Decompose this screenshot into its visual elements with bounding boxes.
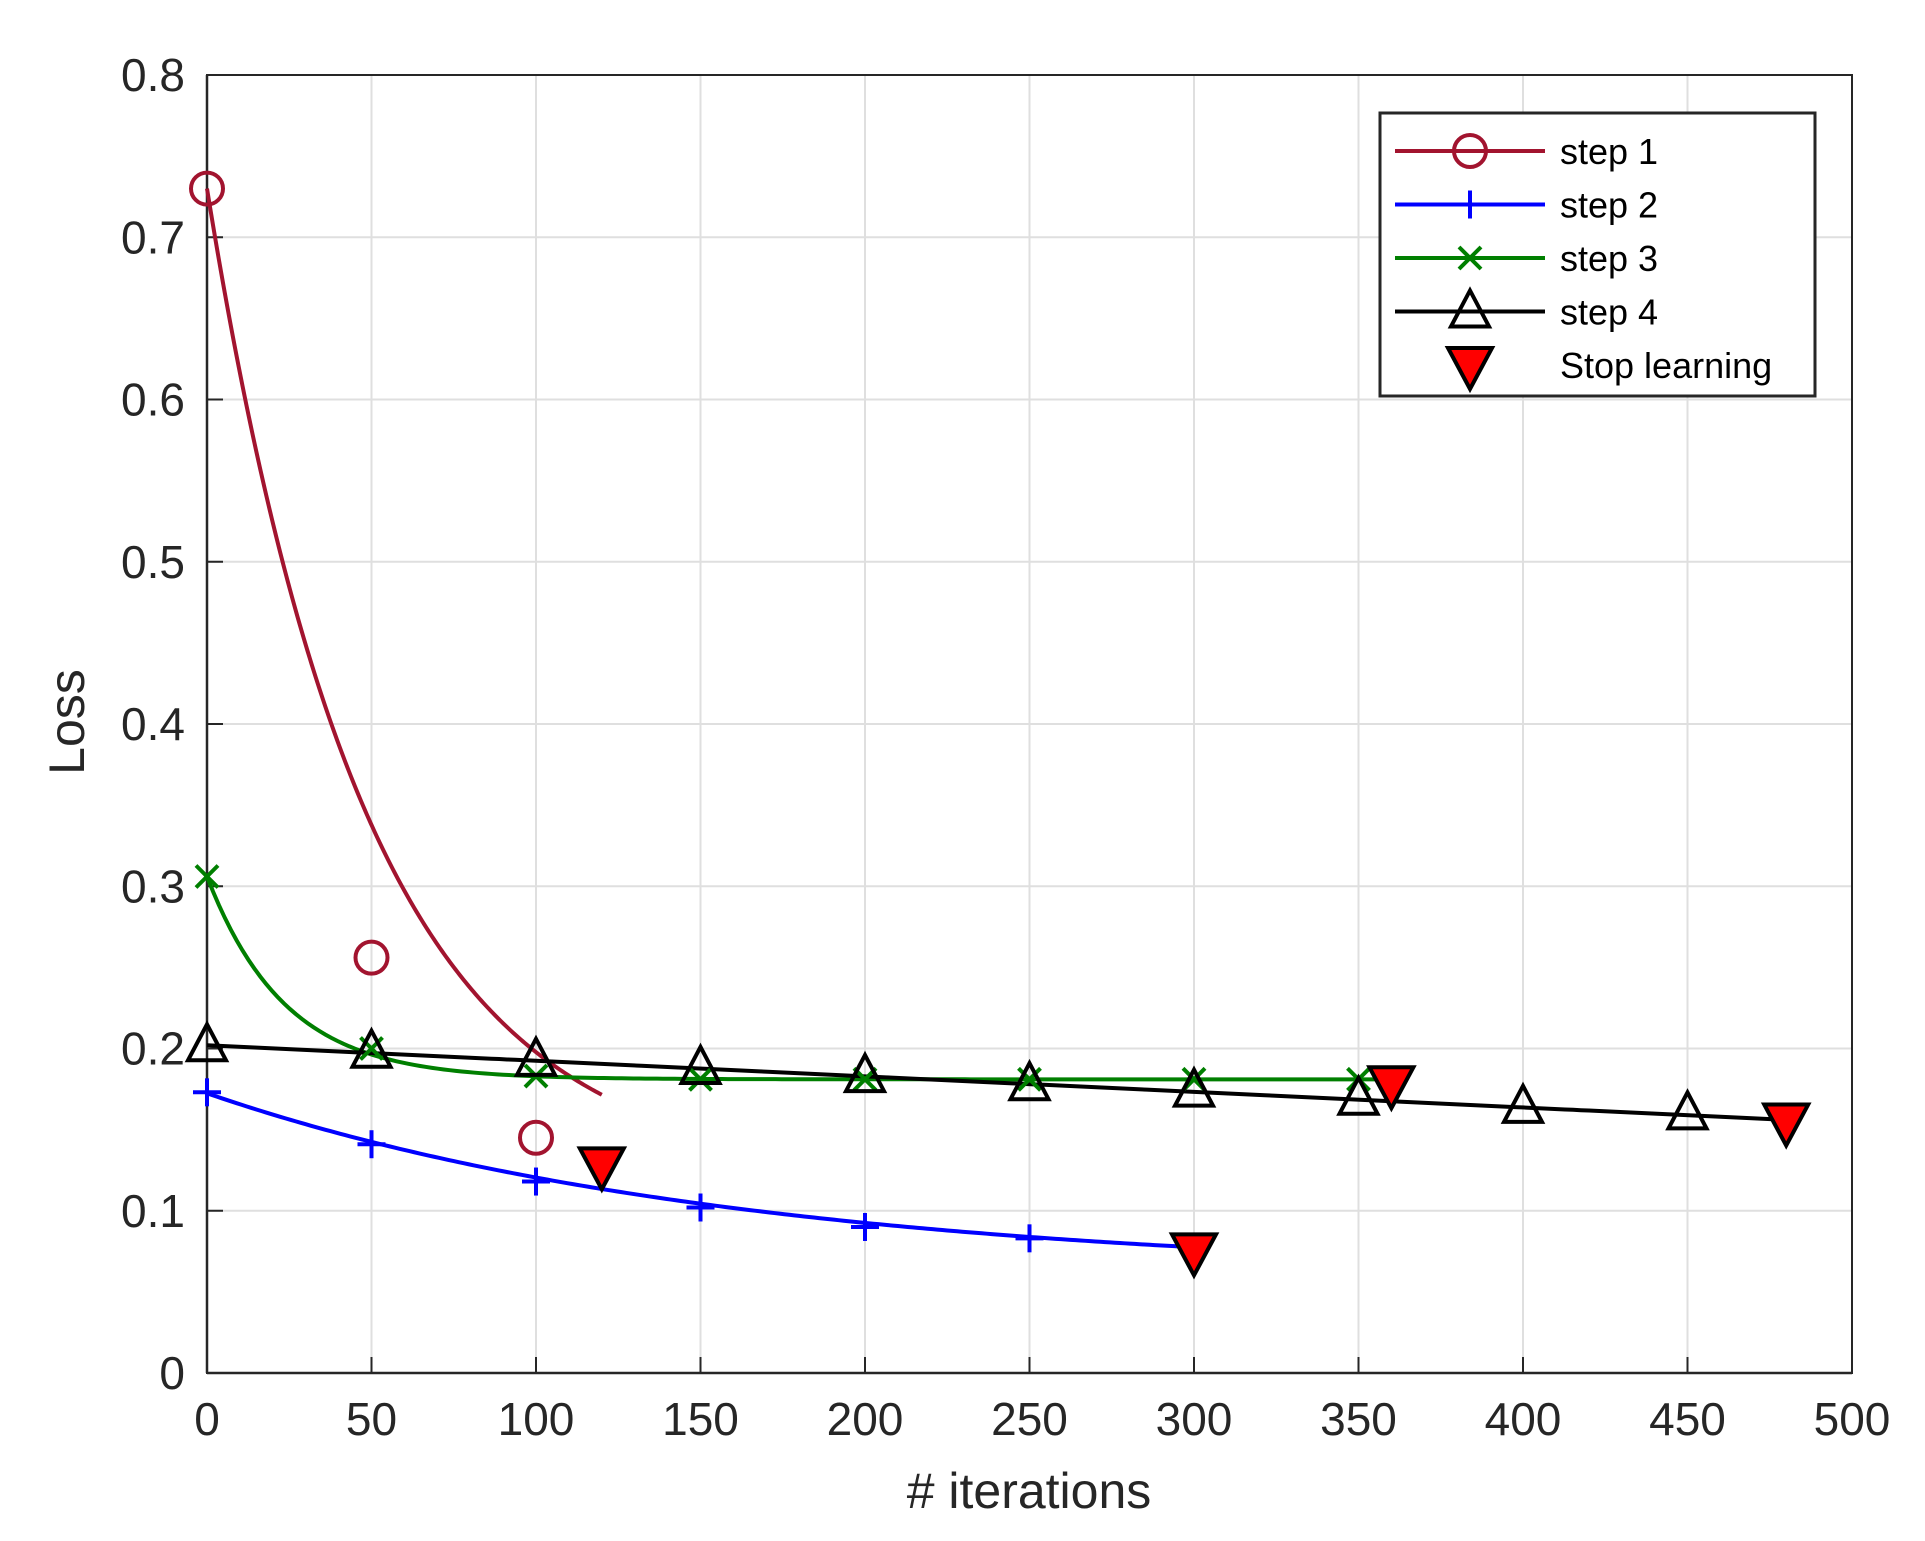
- legend-marker-step-3: [1457, 245, 1483, 271]
- y-tick-label: 0.4: [121, 698, 185, 750]
- step-3-marker: [688, 1066, 713, 1092]
- legend-marker-step-2: [1456, 190, 1484, 219]
- x-tick-label: 200: [827, 1393, 904, 1445]
- x-tick-label: 400: [1485, 1393, 1562, 1445]
- step-1-marker: [518, 1119, 554, 1156]
- step-1-line: [205, 188, 603, 1097]
- legend-label: step 2: [1560, 185, 1658, 226]
- step-2-marker: [522, 1167, 550, 1196]
- legend-label: step 3: [1560, 238, 1658, 279]
- step-4-marker: [842, 1050, 888, 1094]
- legend-entry-step-3: step 3: [1395, 238, 1658, 279]
- y-axis-label: Loss: [39, 669, 95, 775]
- step-1-marker: [353, 939, 390, 976]
- step-3-marker-b: [1017, 1066, 1042, 1092]
- series-markers: [184, 170, 1812, 1280]
- legend-entry-step-2: step 2: [1395, 185, 1658, 226]
- step-2-marker: [1015, 1224, 1044, 1253]
- step-2-marker: [686, 1193, 715, 1222]
- legend: step 1 step 2 step 3 step 4 Stop learning: [1378, 111, 1817, 398]
- x-axis-label: # iterations: [907, 1463, 1152, 1519]
- legend-marker-step-1: [1452, 133, 1488, 169]
- step-2-marker: [357, 1130, 386, 1159]
- x-tick-label: 100: [498, 1393, 575, 1445]
- stop-learning-marker: [1168, 1232, 1220, 1280]
- y-tick-label: 0.7: [121, 211, 185, 263]
- stop-learning-marker: [576, 1146, 628, 1194]
- y-tick-label: 0.1: [121, 1185, 185, 1237]
- axes: 0 50 100 150 200 250 300 350 400 450 500 0 0.1 0.2 0.3…: [121, 49, 1890, 1445]
- y-tick-label: 0.5: [121, 536, 185, 588]
- x-tick-label: 50: [346, 1393, 397, 1445]
- y-tick-label: 0.6: [121, 374, 185, 426]
- x-tick-label: 350: [1320, 1393, 1397, 1445]
- y-tick-label: 0.2: [121, 1023, 185, 1075]
- legend-label: Stop learning: [1560, 345, 1772, 386]
- step-2-marker: [851, 1212, 879, 1241]
- step-3-marker: [194, 864, 220, 889]
- legend-marker-step-4: [1447, 286, 1493, 329]
- legend-label: step 1: [1560, 131, 1658, 172]
- y-tick-label: 0.3: [121, 860, 185, 912]
- step-4-marker: [513, 1034, 559, 1077]
- stop-learning-marker: [1760, 1102, 1812, 1150]
- step-4-marker: [349, 1026, 394, 1069]
- step-4-marker: [678, 1042, 723, 1085]
- stop-learning-marker: [1366, 1065, 1417, 1113]
- legend-marker-step-3-b: [1457, 245, 1483, 271]
- step-4-line: [206, 1043, 1787, 1122]
- step-3-marker: [1017, 1066, 1042, 1092]
- legend-label: step 4: [1560, 292, 1658, 333]
- legend-entry-step-4: step 4: [1395, 286, 1658, 333]
- step-3-marker-b: [688, 1066, 713, 1092]
- step-4-marker: [1171, 1065, 1217, 1108]
- step-2-marker: [193, 1078, 221, 1107]
- x-tick-label: 450: [1649, 1393, 1726, 1445]
- step-4-marker: [1665, 1088, 1710, 1131]
- x-tick-label: 0: [194, 1393, 220, 1445]
- step-4-marker: [1336, 1073, 1381, 1116]
- y-tick-label: 0: [159, 1347, 185, 1399]
- legend-entry-step-1: step 1: [1395, 131, 1658, 172]
- legend-marker-stop-learning: [1444, 346, 1496, 394]
- x-tick-label: 150: [662, 1393, 739, 1445]
- x-tick-label: 500: [1814, 1393, 1891, 1445]
- step-1-marker: [189, 170, 225, 207]
- step-4-marker: [1007, 1058, 1052, 1102]
- legend-entry-stop-learning: Stop learning: [1444, 345, 1772, 394]
- x-tick-label: 300: [1156, 1393, 1233, 1445]
- y-tick-label: 0.8: [121, 49, 185, 101]
- x-tick-label: 250: [991, 1393, 1068, 1445]
- step-4-marker: [1500, 1081, 1546, 1124]
- step-4-marker: [184, 1019, 230, 1063]
- step-3-marker-b: [194, 864, 220, 889]
